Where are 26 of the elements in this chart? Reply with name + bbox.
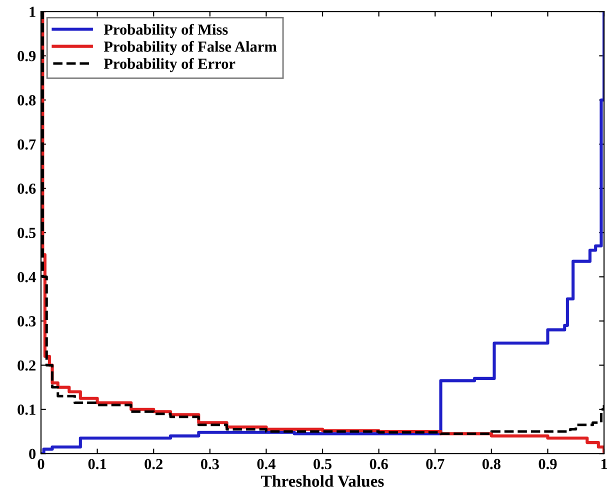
y-tick-label: 0.9 bbox=[18, 50, 36, 62]
y-tick-label: 0 bbox=[29, 448, 36, 460]
y-tick-label: 1 bbox=[30, 6, 36, 17]
y-tick-label: 0.5 bbox=[18, 228, 36, 238]
x-tick-label: 1 bbox=[601, 458, 608, 470]
x-tick-label: 0.6 bbox=[370, 458, 388, 470]
x-tick-label: 0 bbox=[38, 458, 44, 470]
x-tick-label: 0.7 bbox=[426, 458, 444, 470]
x-axis-title: Threshold Values bbox=[261, 475, 384, 487]
legend-label: Probability of Error bbox=[104, 58, 236, 72]
y-tick-label: 0.7 bbox=[18, 139, 36, 150]
x-tick-label: 0.1 bbox=[88, 458, 106, 470]
y-tick-label: 0.6 bbox=[18, 184, 36, 194]
x-tick-label: 0.9 bbox=[538, 458, 557, 470]
x-tick-label: 0.4 bbox=[257, 458, 276, 470]
y-tick-label: 0.1 bbox=[18, 404, 36, 415]
x-tick-label: 0.3 bbox=[200, 458, 219, 470]
x-tick-label: 0.5 bbox=[314, 458, 332, 470]
y-tick-label: 0.4 bbox=[18, 272, 36, 282]
y-tick-label: 0.8 bbox=[18, 95, 36, 106]
legend-label: Probability of False Alarm bbox=[104, 40, 277, 55]
legend-label: Probability of Miss bbox=[104, 24, 228, 38]
x-tick-label: 0.2 bbox=[144, 458, 163, 470]
x-tick-label: 0.8 bbox=[482, 458, 500, 470]
y-tick-label: 0.3 bbox=[18, 316, 36, 327]
y-tick-label: 0.2 bbox=[18, 360, 36, 371]
